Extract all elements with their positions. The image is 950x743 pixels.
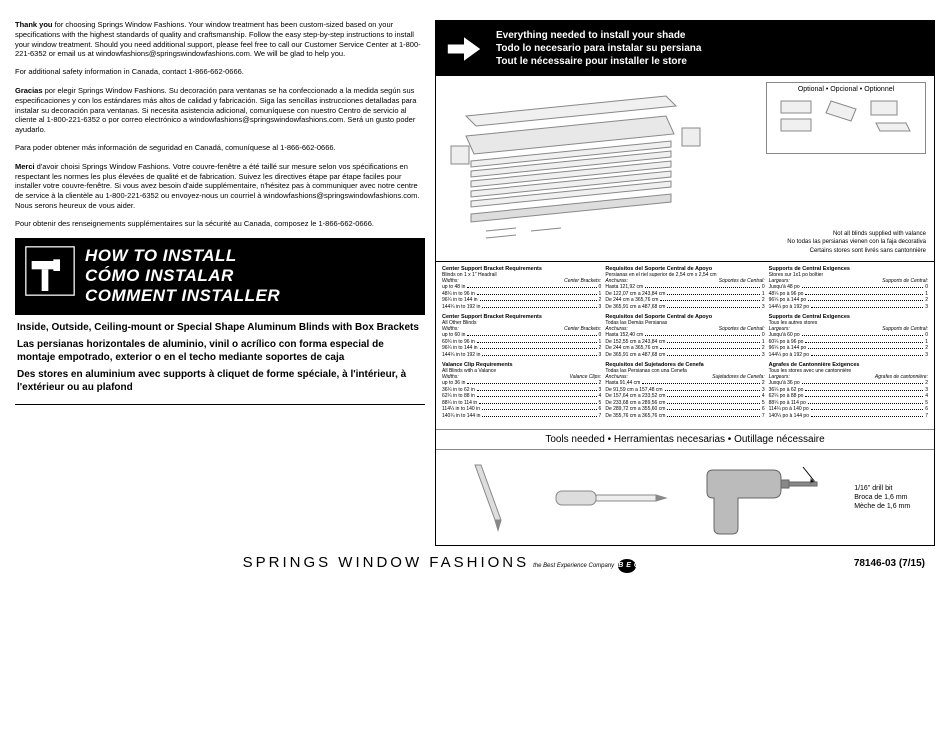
topbar-es: Todo lo necesario para instalar su persi… (496, 42, 701, 55)
req-block: Supports de Central ExigencesTous les au… (769, 314, 928, 358)
req-column-en: Center Support Bracket RequirementsBlind… (442, 266, 601, 423)
install-title-fr: COMMENT INSTALLER (85, 286, 415, 306)
valance-notes: Not all blinds supplied with valance No … (726, 230, 926, 255)
topbar-en: Everything needed to install your shade (496, 29, 701, 42)
req-row: 144¼ po à 192 po3 (769, 304, 928, 311)
footer: SPRINGS WINDOW FASHIONS the Best Experie… (15, 554, 935, 573)
install-title-es: CÓMO INSTALAR (85, 266, 415, 286)
left-column: Thank you for choosing Springs Window Fa… (15, 20, 435, 546)
safety-es: Para poder obtener más información de se… (15, 143, 425, 152)
parts-diagram: Optional • Opcional • Optionnel Not all … (436, 76, 934, 261)
tools-area: 1/16" drill bit Broca de 1,6 mm Mèche de… (436, 450, 934, 545)
intro-fr: Merci d'avoir choisi Springs Window Fash… (15, 162, 425, 211)
requirement-tables: Center Support Bracket RequirementsBlind… (436, 261, 934, 429)
req-row: De 355,76 cm a 365,76 cm7 (605, 413, 764, 420)
drill-bit-label: 1/16" drill bit Broca de 1,6 mm Mèche de… (854, 484, 910, 511)
brand: SPRINGS WINDOW FASHIONS the Best Experie… (243, 554, 637, 573)
safety-fr: Pour obtenir des renseignements suppléme… (15, 219, 425, 228)
req-row: 140¼ po à 144 po7 (769, 413, 928, 420)
screwdriver-icon (551, 473, 671, 523)
install-title-en: HOW TO INSTALL (85, 246, 415, 266)
blind-exploded-icon (446, 86, 716, 256)
subtypes: Inside, Outside, Ceiling-mount or Specia… (15, 315, 425, 405)
subtype-en: Inside, Outside, Ceiling-mount or Specia… (17, 321, 423, 334)
drill-icon (703, 455, 823, 540)
req-row: 144¼ po à 192 po3 (769, 352, 928, 359)
intro-es: Gracias por elegir Springs Window Fashio… (15, 86, 425, 135)
optional-label: Optional • Opcional • Optionnel (770, 86, 922, 93)
req-column-fr: Supports de Central ExigencesStores sur … (769, 266, 928, 423)
pencil-icon (460, 460, 520, 535)
req-block: Requisitos del Soporte Central de ApoyoP… (605, 266, 764, 310)
topbar-fr: Tout le nécessaire pour installer le sto… (496, 55, 701, 68)
req-block: Supports de Central ExigencesStores sur … (769, 266, 928, 310)
req-block: Requisitos del Sujetadores de CenefaToda… (605, 362, 764, 419)
req-row: 144¼ in to 192 in3 (442, 352, 601, 359)
intro-en: Thank you for choosing Springs Window Fa… (15, 20, 425, 59)
arrow-right-icon (446, 34, 482, 64)
req-block: Center Support Bracket RequirementsAll O… (442, 314, 601, 358)
safety-en: For additional safety information in Can… (15, 67, 425, 76)
bec-badge-icon: BEC (618, 559, 636, 573)
hammer-icon (25, 246, 75, 296)
install-banner: HOW TO INSTALL CÓMO INSTALAR COMMENT INS… (15, 238, 425, 315)
document-number: 78146-03 (7/15) (854, 558, 925, 569)
right-column: Everything needed to install your shade … (435, 20, 935, 546)
req-column-es: Requisitos del Soporte Central de ApoyoP… (605, 266, 764, 423)
req-block: Agrafes de Cantonnière ExigencesTous les… (769, 362, 928, 419)
req-row: De 365,91 cm a 487,68 cm3 (605, 352, 764, 359)
req-block: Center Support Bracket RequirementsBlind… (442, 266, 601, 310)
tools-label: Tools needed • Herramientas necesarias •… (436, 429, 934, 450)
req-block: Valance Clip RequirementsAll Blinds with… (442, 362, 601, 419)
optional-box: Optional • Opcional • Optionnel (766, 82, 926, 154)
req-row: 144¼ in to 192 in3 (442, 304, 601, 311)
req-row: De 365,91 cm a 487,68 cm3 (605, 304, 764, 311)
req-row: 140¼ in to 144 in7 (442, 413, 601, 420)
req-block: Requisitos del Soporte Central de ApoyoT… (605, 314, 764, 358)
topbar: Everything needed to install your shade … (436, 21, 934, 76)
optional-parts-icon (771, 93, 921, 148)
subtype-fr: Des stores en aluminium avec supports à … (17, 368, 423, 394)
subtype-es: Las persianas horizontales de aluminio, … (17, 338, 423, 364)
